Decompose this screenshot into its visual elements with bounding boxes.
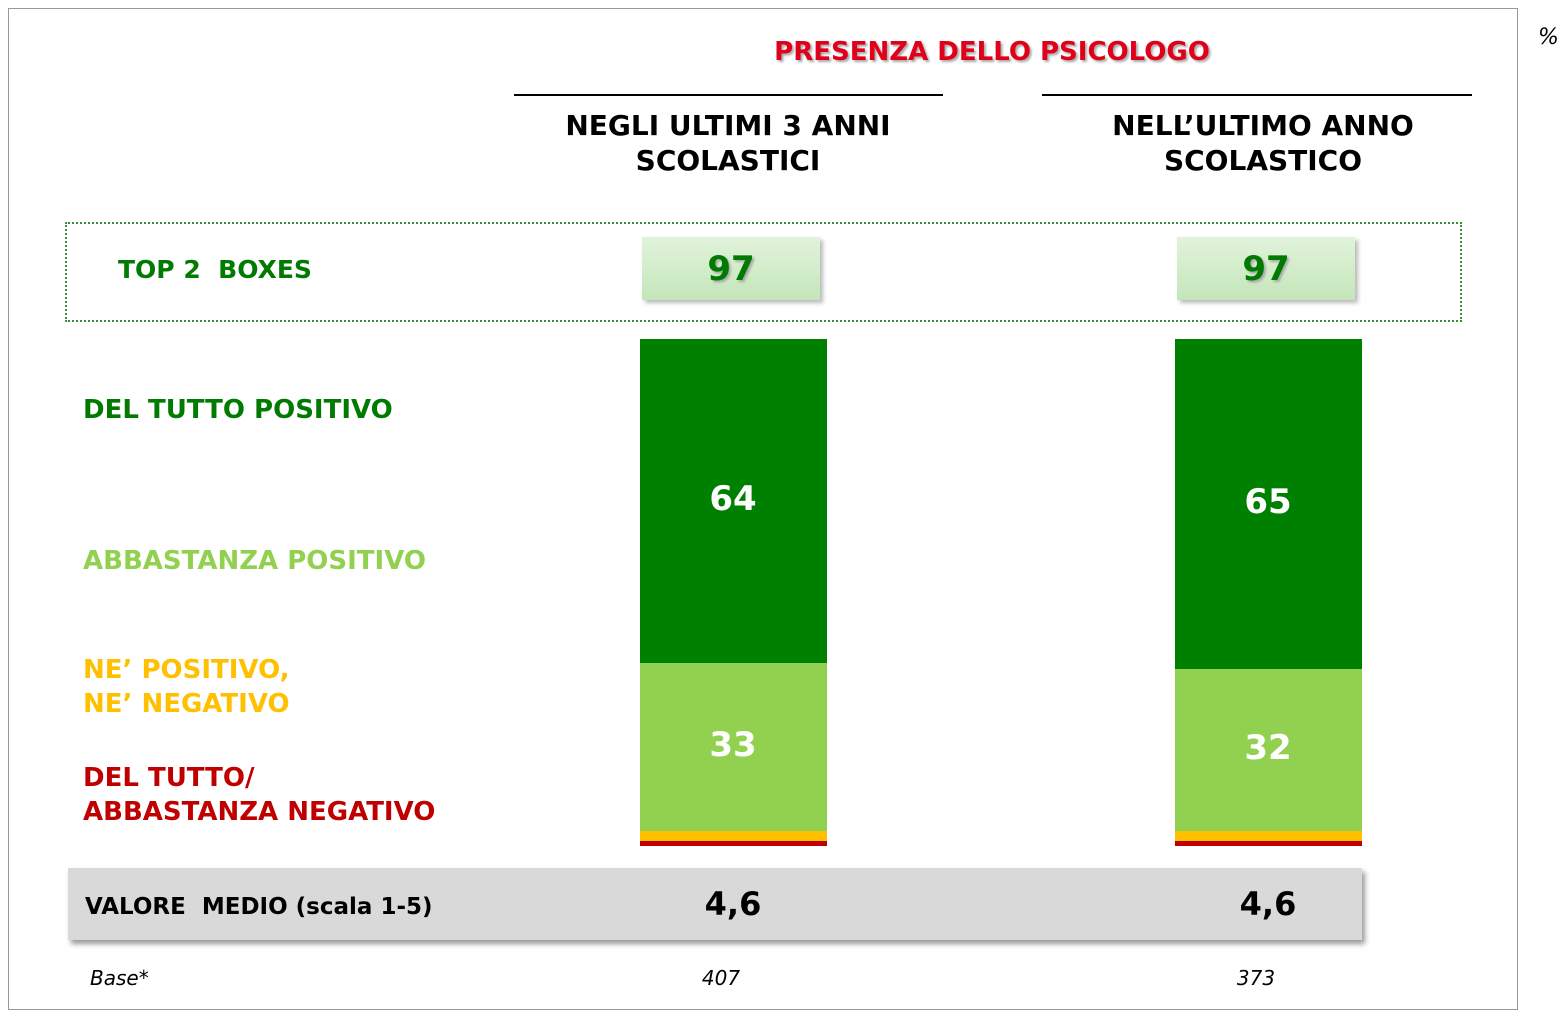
top2-value: 97 (707, 249, 755, 289)
mean-value: 4,6 (704, 885, 762, 923)
top2-box (642, 237, 820, 300)
legend-label: DEL TUTTO POSITIVO (83, 395, 393, 425)
base-value: 373 (1236, 966, 1276, 990)
base-label: Base* (90, 966, 149, 990)
bar-segment (639, 339, 827, 664)
legend-label: ABBASTANZA POSITIVO (83, 546, 426, 576)
bar-value: 33 (709, 725, 757, 766)
chart-title: PRESENZA DELLO PSICOLOGO (774, 37, 1210, 67)
base-value: 407 (701, 966, 741, 990)
legend-label: NE’ POSITIVO, NE’ NEGATIVO (83, 655, 290, 719)
bar-segment (639, 840, 827, 846)
header-rule (1042, 94, 1472, 96)
top2-box (1177, 237, 1355, 300)
top2-label: TOP 2 BOXES (118, 255, 312, 284)
top2-frame (65, 222, 1462, 322)
bar-value: 64 (709, 479, 757, 520)
mean-label: VALORE MEDIO (scala 1-5) (85, 894, 433, 920)
bar-segment (639, 663, 827, 831)
bar-segment (1174, 830, 1362, 841)
bar-segment (1174, 840, 1362, 846)
category-label: NEGLI ULTIMI 3 ANNI SCOLASTICI (565, 109, 891, 177)
top2-value: 97 (1242, 249, 1290, 289)
bar-value: 32 (1244, 727, 1292, 768)
mean-value: 4,6 (1239, 885, 1297, 923)
header-rule (514, 94, 943, 96)
legend-label: DEL TUTTO/ ABBASTANZA NEGATIVO (83, 763, 436, 827)
mean-band (68, 868, 1362, 940)
unit-note: % (1538, 25, 1559, 50)
category-label: NELL’ULTIMO ANNO SCOLASTICO (1112, 109, 1414, 177)
bar-value: 65 (1244, 481, 1292, 522)
bar-segment (1174, 668, 1362, 831)
bar-segment (639, 830, 827, 841)
bar-segment (1174, 339, 1362, 669)
